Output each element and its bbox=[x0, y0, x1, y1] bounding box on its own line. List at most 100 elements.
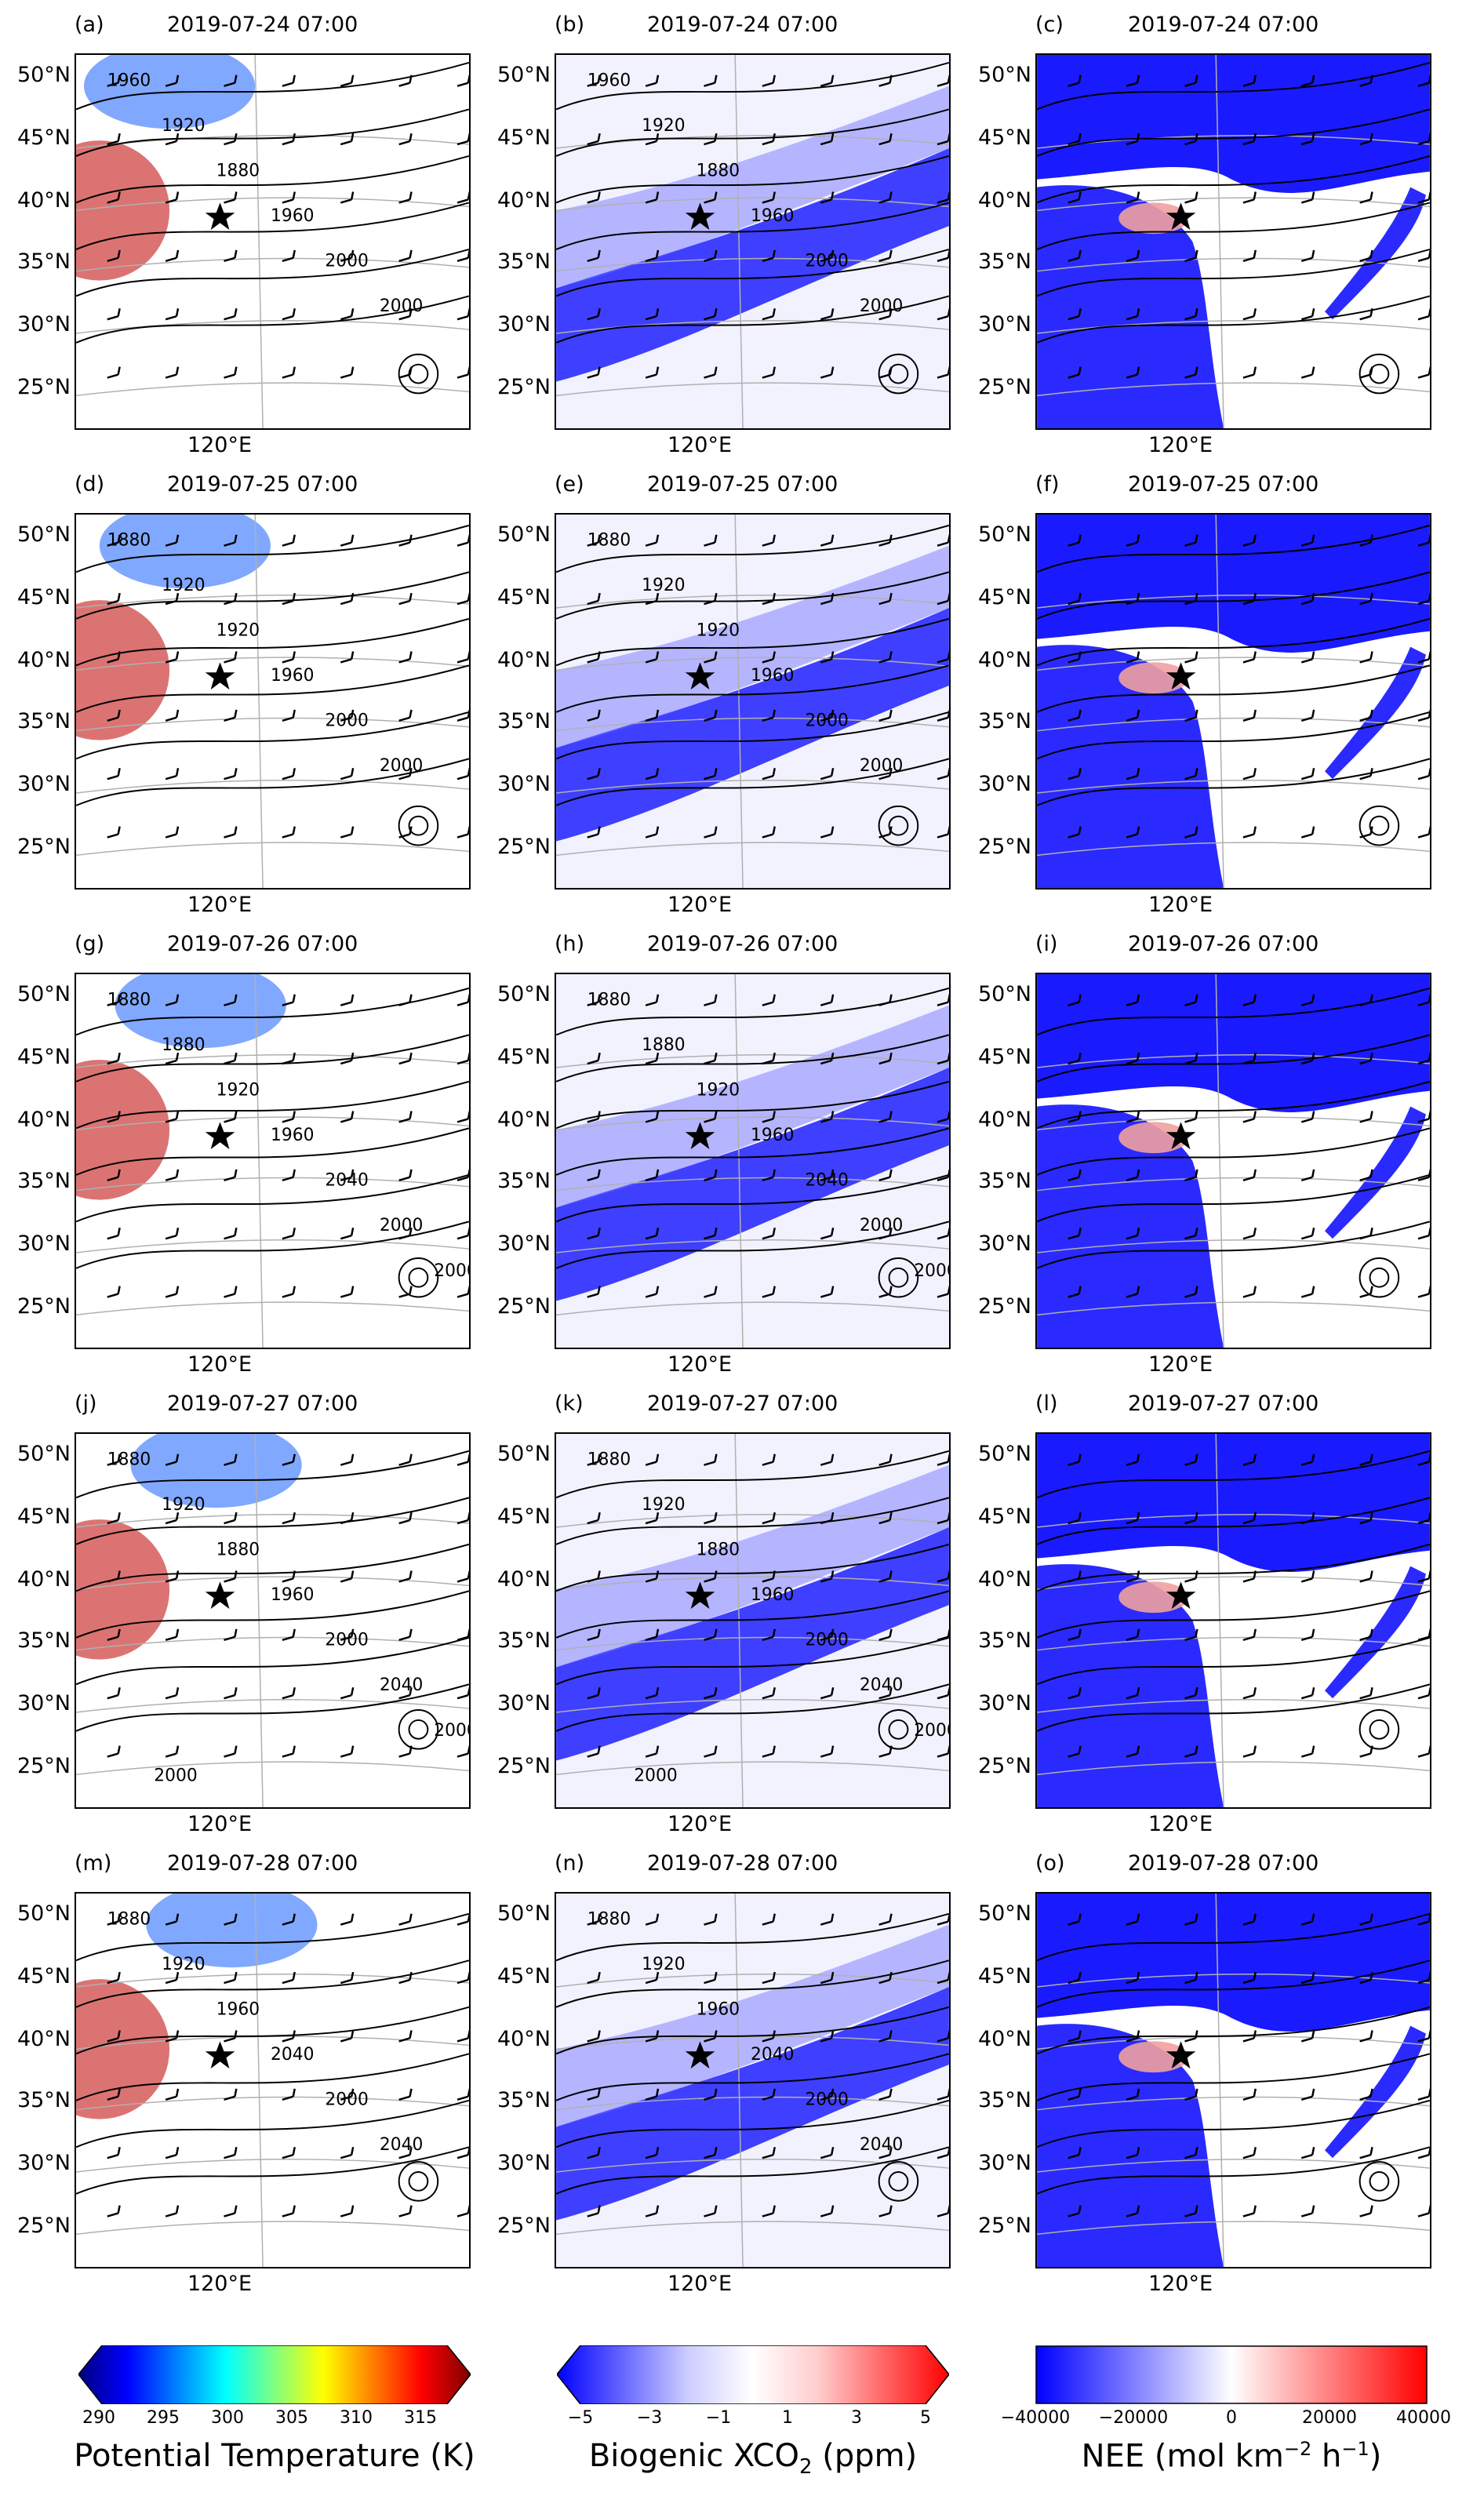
latitude-label: 35°N bbox=[496, 709, 551, 733]
latitude-label: 50°N bbox=[977, 1442, 1031, 1466]
latitude-label: 25°N bbox=[977, 1294, 1031, 1319]
latitude-label: 25°N bbox=[977, 375, 1031, 399]
contour-label: 2040 bbox=[805, 1171, 848, 1191]
latitude-label: 45°N bbox=[977, 1045, 1031, 1069]
latitude-label: 30°N bbox=[496, 312, 551, 337]
latitude-label: 40°N bbox=[977, 1567, 1031, 1592]
panel-date-title: 2019-07-26 07:00 bbox=[167, 932, 358, 956]
contour-label: 1880 bbox=[587, 991, 631, 1010]
map-nee bbox=[1035, 1892, 1431, 2268]
longitude-label: 120°E bbox=[1148, 893, 1213, 917]
longitude-label: 120°E bbox=[667, 2272, 733, 2296]
latitude-label: 50°N bbox=[496, 1442, 551, 1466]
contour-label: 1880 bbox=[216, 162, 260, 181]
panel-date-title: 2019-07-25 07:00 bbox=[647, 472, 838, 497]
longitude-label: 120°E bbox=[187, 1352, 253, 1377]
latitude-label: 40°N bbox=[16, 2027, 71, 2051]
latitude-label: 35°N bbox=[496, 2088, 551, 2112]
latitude-label: 35°N bbox=[16, 1628, 71, 1653]
contour-label: 2000 bbox=[380, 1216, 423, 1235]
map-xco2: 1880 1880 1920 1960 2040 2000 2000 bbox=[555, 973, 951, 1349]
panel-date-title: 2019-07-28 07:00 bbox=[647, 1851, 838, 1875]
latitude-label: 45°N bbox=[16, 126, 71, 150]
contour-label: 1920 bbox=[162, 1955, 205, 1974]
latitude-label: 25°N bbox=[496, 375, 551, 399]
latitude-label: 45°N bbox=[977, 585, 1031, 609]
contour-label: 2040 bbox=[860, 2135, 903, 2155]
contour-label: 1920 bbox=[216, 621, 260, 641]
latitude-label: 30°N bbox=[496, 1691, 551, 1715]
colorbar-xco2-bar bbox=[556, 2345, 950, 2405]
latitude-label: 50°N bbox=[977, 522, 1031, 547]
latitude-label: 30°N bbox=[16, 2151, 71, 2175]
longitude-label: 120°E bbox=[187, 893, 253, 917]
latitude-label: 30°N bbox=[496, 1232, 551, 1256]
contour-label: 1920 bbox=[697, 621, 740, 641]
longitude-label: 120°E bbox=[1148, 1352, 1213, 1377]
latitude-label: 40°N bbox=[977, 2027, 1031, 2051]
latitude-label: 30°N bbox=[977, 1232, 1031, 1256]
latitude-label: 35°N bbox=[977, 709, 1031, 733]
latitude-label: 50°N bbox=[496, 63, 551, 87]
latitude-label: 45°N bbox=[977, 1504, 1031, 1529]
longitude-label: 120°E bbox=[1148, 2272, 1213, 2296]
contour-label: 1880 bbox=[587, 1910, 631, 1930]
map-pt: 1880 1920 1880 1960 2000 2040 2000 2000 bbox=[75, 1432, 471, 1809]
contour-label: 2000 bbox=[325, 711, 368, 731]
latitude-label: 35°N bbox=[16, 2088, 71, 2112]
latitude-label: 50°N bbox=[496, 1901, 551, 1926]
contour-label: 1920 bbox=[697, 1081, 740, 1101]
contour-label: 1960 bbox=[587, 71, 631, 91]
latitude-label: 35°N bbox=[977, 249, 1031, 274]
colorbar-nee-tick: 40000 bbox=[1396, 2408, 1451, 2428]
contour-label: 1960 bbox=[751, 666, 794, 686]
latitude-label: 25°N bbox=[16, 1294, 71, 1319]
latitude-label: 30°N bbox=[977, 2151, 1031, 2175]
contour-label: 1920 bbox=[642, 1955, 685, 1974]
contour-label: 1880 bbox=[697, 162, 740, 181]
panel-date-title: 2019-07-27 07:00 bbox=[1128, 1392, 1319, 1416]
map-xco2: 1960 1920 1880 1960 2000 2000 bbox=[555, 53, 951, 430]
contour-label: 1960 bbox=[271, 666, 314, 686]
latitude-label: 30°N bbox=[496, 2151, 551, 2175]
latitude-label: 35°N bbox=[977, 1628, 1031, 1653]
colorbar-xco2-tick: −5 bbox=[567, 2408, 594, 2428]
contour-label: 2000 bbox=[914, 1721, 951, 1741]
latitude-label: 50°N bbox=[977, 1901, 1031, 1926]
contour-label: 1880 bbox=[642, 1035, 685, 1055]
panel-date-title: 2019-07-24 07:00 bbox=[167, 13, 358, 37]
contour-label: 2040 bbox=[380, 2135, 423, 2155]
panel-label: (g) bbox=[75, 932, 105, 956]
map-nee bbox=[1035, 973, 1431, 1349]
panel-label: (a) bbox=[75, 13, 104, 37]
latitude-label: 50°N bbox=[16, 63, 71, 87]
map-pt: 1880 1920 1960 2040 2000 2040 bbox=[75, 1892, 471, 2268]
contour-label: 2000 bbox=[325, 2090, 368, 2110]
contour-label: 2040 bbox=[380, 1675, 423, 1695]
contour-label: 1960 bbox=[271, 1126, 314, 1145]
latitude-label: 45°N bbox=[496, 585, 551, 609]
longitude-label: 120°E bbox=[667, 433, 733, 457]
latitude-label: 45°N bbox=[496, 126, 551, 150]
panel-label: (e) bbox=[555, 472, 584, 497]
contour-label: 2000 bbox=[634, 1766, 677, 1785]
longitude-label: 120°E bbox=[1148, 1812, 1213, 1836]
contour-label: 1960 bbox=[697, 2000, 740, 2020]
latitude-label: 45°N bbox=[16, 1045, 71, 1069]
colorbar-xco2-tick: −3 bbox=[636, 2408, 663, 2428]
colorbar-pt-tick: 310 bbox=[340, 2408, 373, 2428]
latitude-label: 30°N bbox=[496, 772, 551, 796]
contour-label: 1920 bbox=[642, 116, 685, 136]
latitude-label: 45°N bbox=[16, 1964, 71, 1988]
colorbar-nee-tick: −20000 bbox=[1098, 2408, 1169, 2428]
latitude-label: 30°N bbox=[16, 772, 71, 796]
latitude-label: 25°N bbox=[496, 1294, 551, 1319]
latitude-label: 30°N bbox=[977, 312, 1031, 337]
colorbar-xco2-tick: 5 bbox=[920, 2408, 931, 2428]
latitude-label: 25°N bbox=[977, 1754, 1031, 1778]
latitude-label: 25°N bbox=[496, 1754, 551, 1778]
contour-label: 1880 bbox=[587, 1450, 631, 1470]
contour-label: 1920 bbox=[162, 116, 205, 136]
latitude-label: 35°N bbox=[496, 1628, 551, 1653]
colorbar-pt-tick: 300 bbox=[211, 2408, 244, 2428]
